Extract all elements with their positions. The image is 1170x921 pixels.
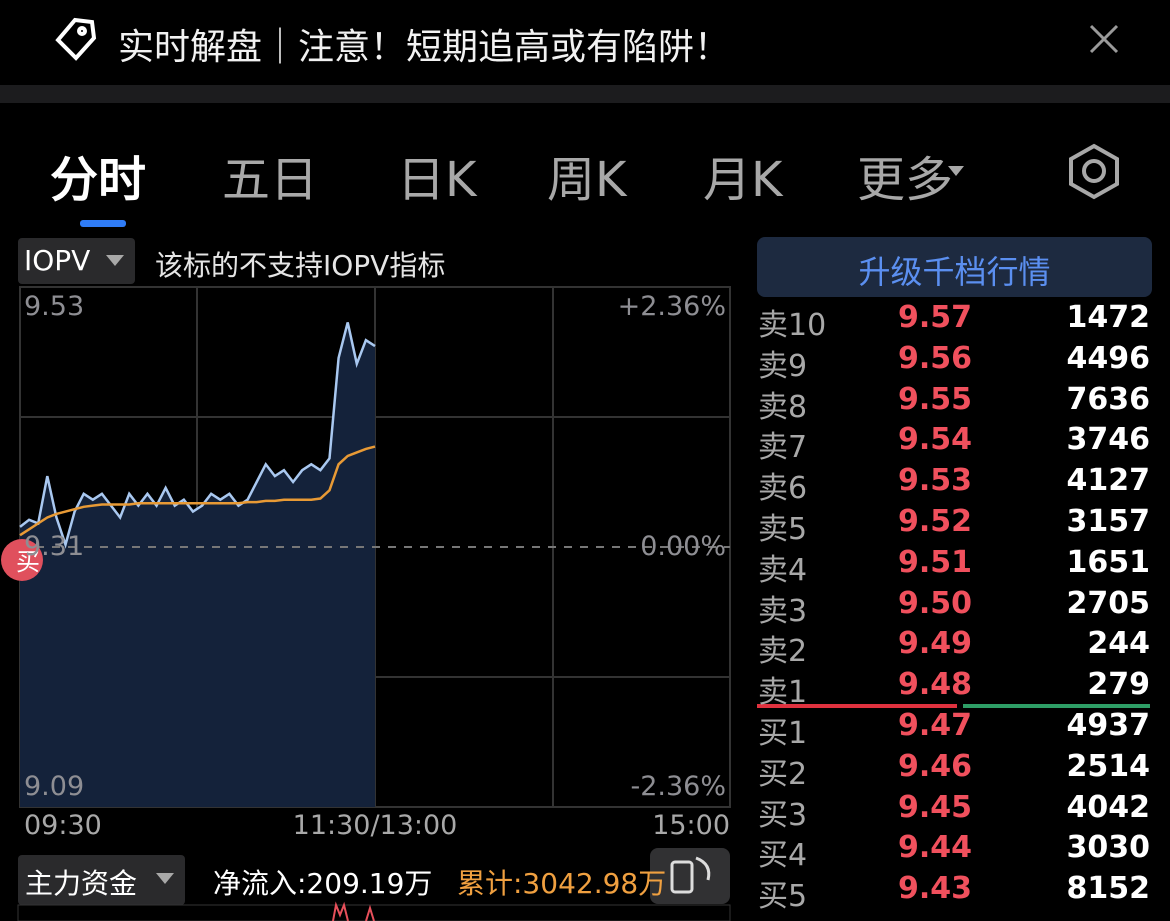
- fund-selector[interactable]: 主力资金: [25, 867, 138, 900]
- buy-badge: [1, 539, 43, 581]
- price-line: [19, 322, 376, 549]
- buy-badge-text: 买: [16, 548, 40, 576]
- order-price: 9.49: [897, 626, 972, 662]
- order-side: 卖3: [758, 593, 808, 629]
- separator-band: [0, 85, 1170, 103]
- order-side: 卖6: [758, 471, 808, 507]
- order-side: 买3: [758, 797, 808, 833]
- order-side: 卖8: [758, 389, 808, 425]
- bid-divider: [963, 704, 1150, 708]
- order-volume: 3030: [1066, 830, 1151, 866]
- order-side: 卖5: [758, 512, 808, 547]
- tab[interactable]: 分时: [50, 152, 147, 208]
- order-side: 卖1: [758, 675, 808, 711]
- order-price: 9.57: [897, 300, 972, 335]
- time-label: 11:30/13:00: [292, 810, 458, 841]
- y-tick-label: 9.31: [24, 531, 85, 562]
- order-volume: 3746: [1066, 422, 1151, 458]
- net-inflow: 净流入:209.19万: [213, 867, 433, 900]
- order-volume: 4042: [1066, 789, 1151, 825]
- more-arrow: [948, 166, 964, 176]
- iopv-dropdown[interactable]: [18, 238, 135, 284]
- upgrade-button[interactable]: [757, 237, 1152, 297]
- order-side: 卖9: [758, 348, 808, 384]
- order-side: 买5: [758, 879, 808, 915]
- dropdown-arrow: [106, 255, 124, 266]
- price-area: [20, 322, 375, 807]
- y-tick-label: 9.53: [24, 291, 85, 322]
- order-volume: 4937: [1066, 708, 1151, 743]
- time-label: 15:00: [652, 810, 730, 841]
- fund-chart-frame: [17, 904, 731, 921]
- order-side: 卖7: [758, 430, 808, 466]
- order-volume: 1472: [1066, 300, 1151, 335]
- tab[interactable]: 五日: [222, 152, 319, 208]
- order-side: 买4: [758, 838, 808, 874]
- order-price: 9.48: [897, 667, 972, 703]
- cumulative-flow: 累计:3042.98万: [457, 867, 667, 900]
- order-volume: 8152: [1066, 871, 1151, 907]
- order-price: 9.54: [897, 422, 972, 458]
- settings-button[interactable]: [1069, 143, 1119, 200]
- tab[interactable]: 月K: [703, 152, 783, 208]
- tag-icon: [55, 17, 97, 61]
- pct-tick-label: +2.36%: [617, 291, 726, 322]
- banner-text[interactable]: 实时解盘｜注意！短期追高或有陷阱！: [118, 27, 731, 68]
- y-tick-label: 9.09: [24, 771, 85, 802]
- order-volume: 1651: [1066, 544, 1151, 580]
- order-side: 卖4: [758, 552, 808, 588]
- order-price: 9.50: [897, 585, 972, 621]
- order-volume: 244: [1087, 626, 1150, 662]
- order-volume: 2705: [1066, 585, 1151, 621]
- order-volume: 4496: [1066, 340, 1151, 376]
- tab[interactable]: 更多: [857, 152, 954, 208]
- order-volume: 2514: [1066, 748, 1151, 784]
- order-side: 卖10: [758, 308, 827, 343]
- upgrade-label[interactable]: 升级千档行情: [858, 253, 1051, 291]
- dropdown-arrow: [156, 873, 174, 884]
- rotate-button[interactable]: [650, 848, 730, 904]
- order-volume: 7636: [1066, 381, 1151, 417]
- rotate-icon: [670, 856, 711, 894]
- order-price: 9.44: [897, 830, 972, 866]
- order-volume: 3157: [1066, 504, 1151, 539]
- order-side: 买2: [758, 756, 808, 792]
- intraday-chart: 买: [1, 286, 731, 808]
- pct-tick-label: -2.36%: [630, 771, 726, 802]
- order-price: 9.56: [897, 340, 972, 376]
- indicator-selector[interactable]: IOPV: [24, 244, 91, 277]
- order-price: 9.53: [897, 463, 972, 499]
- active-tab-indicator: [80, 220, 126, 227]
- order-price: 9.45: [897, 789, 972, 825]
- ask-divider: [757, 704, 957, 708]
- tab[interactable]: 日K: [397, 152, 477, 208]
- pct-tick-label: 0.00%: [640, 531, 726, 562]
- order-price: 9.43: [897, 871, 972, 907]
- order-price: 9.52: [897, 504, 972, 539]
- close-button[interactable]: [1089, 24, 1119, 54]
- order-price: 9.51: [897, 544, 972, 580]
- avg-line: [19, 445, 376, 537]
- order-volume: 4127: [1066, 463, 1151, 499]
- order-side: 卖2: [758, 634, 808, 670]
- order-side: 买1: [758, 716, 808, 751]
- fund-line: [332, 901, 375, 921]
- order-price: 9.55: [897, 381, 972, 417]
- indicator-note: 该标的不支持IOPV指标: [155, 249, 446, 282]
- order-volume: 279: [1087, 667, 1150, 703]
- order-price: 9.46: [897, 748, 972, 784]
- time-label: 09:30: [24, 810, 102, 841]
- order-price: 9.47: [897, 708, 972, 743]
- tab[interactable]: 周K: [547, 152, 627, 208]
- fund-dropdown[interactable]: [18, 855, 185, 905]
